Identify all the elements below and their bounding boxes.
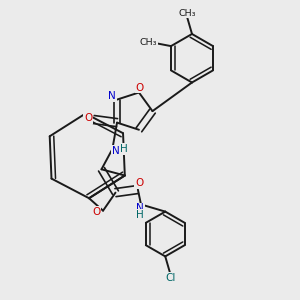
Text: N: N [108,92,116,101]
Text: O: O [84,113,92,123]
Text: N: N [112,146,119,156]
Text: O: O [92,207,100,217]
Text: CH₃: CH₃ [140,38,157,47]
Text: O: O [135,178,144,188]
Text: H: H [136,210,144,220]
Text: CH₃: CH₃ [178,9,196,18]
Text: H: H [120,144,128,154]
Text: Cl: Cl [166,272,176,283]
Text: O: O [135,82,144,92]
Text: N: N [136,203,144,214]
